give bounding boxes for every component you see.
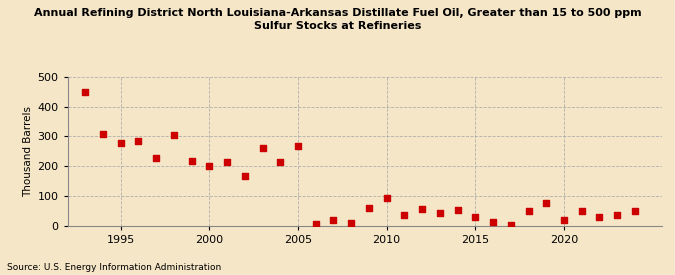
Point xyxy=(416,207,427,211)
Point xyxy=(275,160,286,164)
Point xyxy=(435,211,446,215)
Text: Annual Refining District North Louisiana-Arkansas Distillate Fuel Oil, Greater t: Annual Refining District North Louisiana… xyxy=(34,8,641,31)
Point xyxy=(541,201,551,205)
Point xyxy=(364,205,375,210)
Point xyxy=(240,174,250,179)
Point xyxy=(133,139,144,144)
Point xyxy=(169,133,180,138)
Point xyxy=(204,164,215,169)
Point xyxy=(559,217,570,222)
Point xyxy=(381,196,392,201)
Point xyxy=(576,209,587,213)
Point xyxy=(80,90,90,94)
Point xyxy=(221,160,232,164)
Point xyxy=(328,218,339,222)
Point xyxy=(612,213,622,217)
Point xyxy=(292,144,303,148)
Point xyxy=(630,208,641,213)
Point xyxy=(487,219,498,224)
Point xyxy=(151,156,161,160)
Point xyxy=(257,146,268,150)
Point xyxy=(594,215,605,219)
Point xyxy=(115,141,126,145)
Point xyxy=(310,222,321,226)
Point xyxy=(470,215,481,219)
Point xyxy=(452,208,463,212)
Point xyxy=(399,213,410,217)
Point xyxy=(523,208,534,213)
Y-axis label: Thousand Barrels: Thousand Barrels xyxy=(23,106,33,197)
Point xyxy=(506,223,516,227)
Point xyxy=(186,159,197,163)
Text: Source: U.S. Energy Information Administration: Source: U.S. Energy Information Administ… xyxy=(7,263,221,272)
Point xyxy=(346,221,356,225)
Point xyxy=(98,132,109,136)
